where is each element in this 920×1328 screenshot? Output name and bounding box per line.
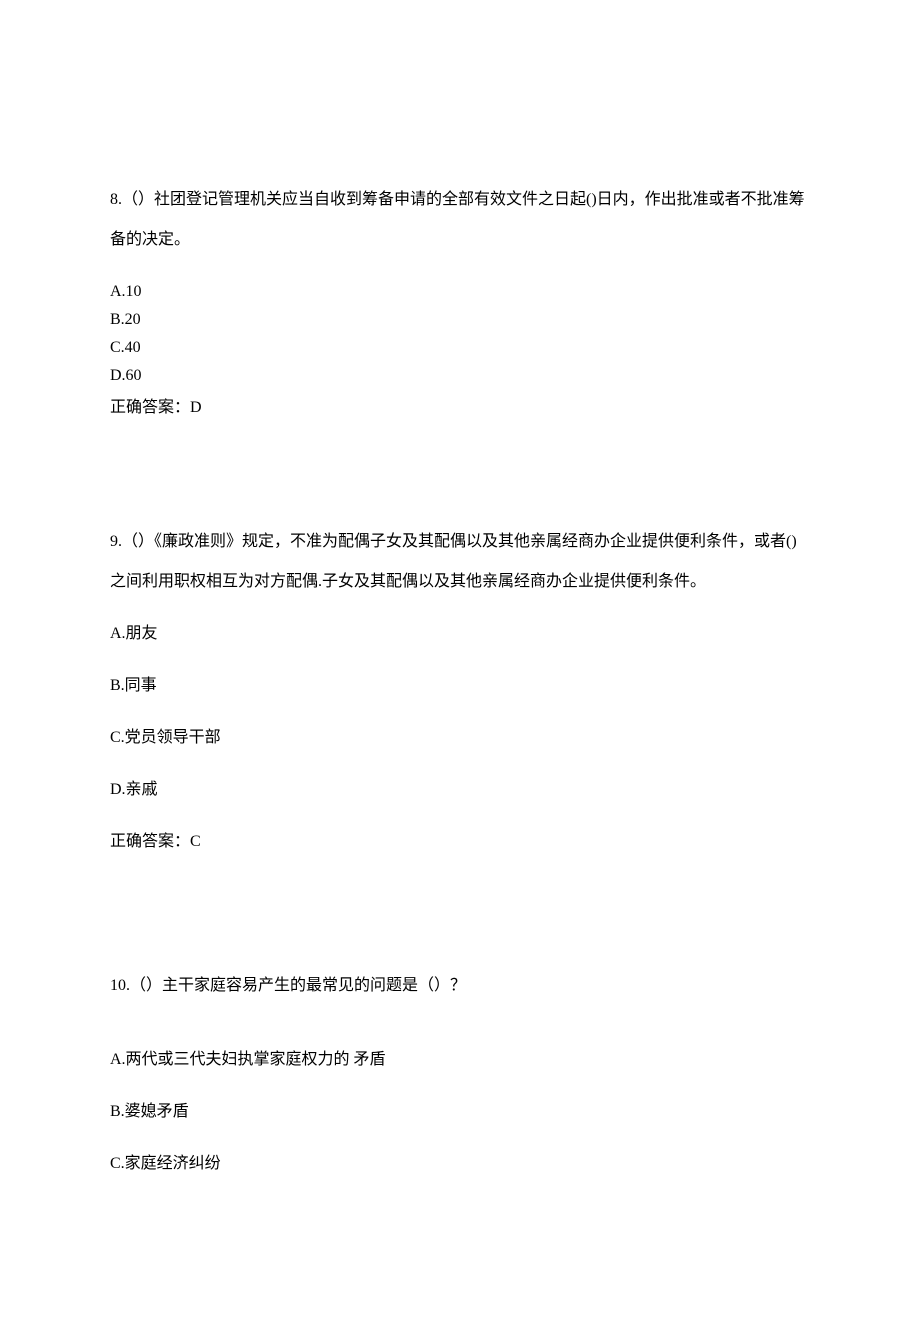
option-a: A.10	[110, 278, 810, 306]
question-10-prompt: 10.（）主干家庭容易产生的最常见的问题是（）？	[110, 966, 810, 1006]
question-number: 9.	[110, 533, 122, 550]
question-text-content: （）主干家庭容易产生的最常见的问题是（）？	[130, 977, 466, 994]
option-b: B.同事	[110, 672, 810, 700]
question-8-options: A.10 B.20 C.40 D.60	[110, 278, 810, 390]
option-c: C.40	[110, 334, 810, 362]
question-10: 10.（）主干家庭容易产生的最常见的问题是（）？ A.两代或三代夫妇执掌家庭权力…	[110, 966, 810, 1178]
question-9-answer: 正确答案：C	[110, 828, 810, 856]
question-9-options: A.朋友 B.同事 C.党员领导干部 D.亲戚	[110, 620, 810, 804]
question-8: 8.（）社团登记管理机关应当自收到筹备申请的全部有效文件之日起()日内，作出批准…	[110, 180, 810, 422]
question-9: 9.（）《廉政准则》规定，不准为配偶子女及其配偶以及其他亲属经商办企业提供便利条…	[110, 522, 810, 856]
option-a: A.朋友	[110, 620, 810, 648]
question-8-prompt: 8.（）社团登记管理机关应当自收到筹备申请的全部有效文件之日起()日内，作出批准…	[110, 180, 810, 260]
option-c: C.家庭经济纠纷	[110, 1150, 810, 1178]
option-d: D.亲戚	[110, 776, 810, 804]
option-b: B.20	[110, 306, 810, 334]
question-number: 8.	[110, 191, 122, 208]
question-10-options: A.两代或三代夫妇执掌家庭权力的 矛盾 B.婆媳矛盾 C.家庭经济纠纷	[110, 1046, 810, 1178]
option-b: B.婆媳矛盾	[110, 1098, 810, 1126]
question-number: 10.	[110, 977, 130, 994]
question-text-content: （）《廉政准则》规定，不准为配偶子女及其配偶以及其他亲属经商办企业提供便利条件，…	[110, 533, 797, 590]
question-9-prompt: 9.（）《廉政准则》规定，不准为配偶子女及其配偶以及其他亲属经商办企业提供便利条…	[110, 522, 810, 602]
question-text-content: （）社团登记管理机关应当自收到筹备申请的全部有效文件之日起()日内，作出批准或者…	[110, 191, 805, 248]
question-8-answer: 正确答案：D	[110, 394, 810, 422]
option-c: C.党员领导干部	[110, 724, 810, 752]
option-d: D.60	[110, 362, 810, 390]
option-a: A.两代或三代夫妇执掌家庭权力的 矛盾	[110, 1046, 810, 1074]
